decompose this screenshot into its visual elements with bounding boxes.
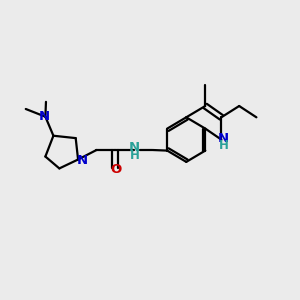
Text: H: H: [219, 139, 229, 152]
Text: N: N: [76, 154, 88, 166]
Text: N: N: [129, 141, 140, 154]
Text: H: H: [130, 149, 140, 162]
Text: N: N: [218, 132, 229, 145]
Text: N: N: [39, 110, 50, 123]
Text: O: O: [110, 163, 122, 176]
